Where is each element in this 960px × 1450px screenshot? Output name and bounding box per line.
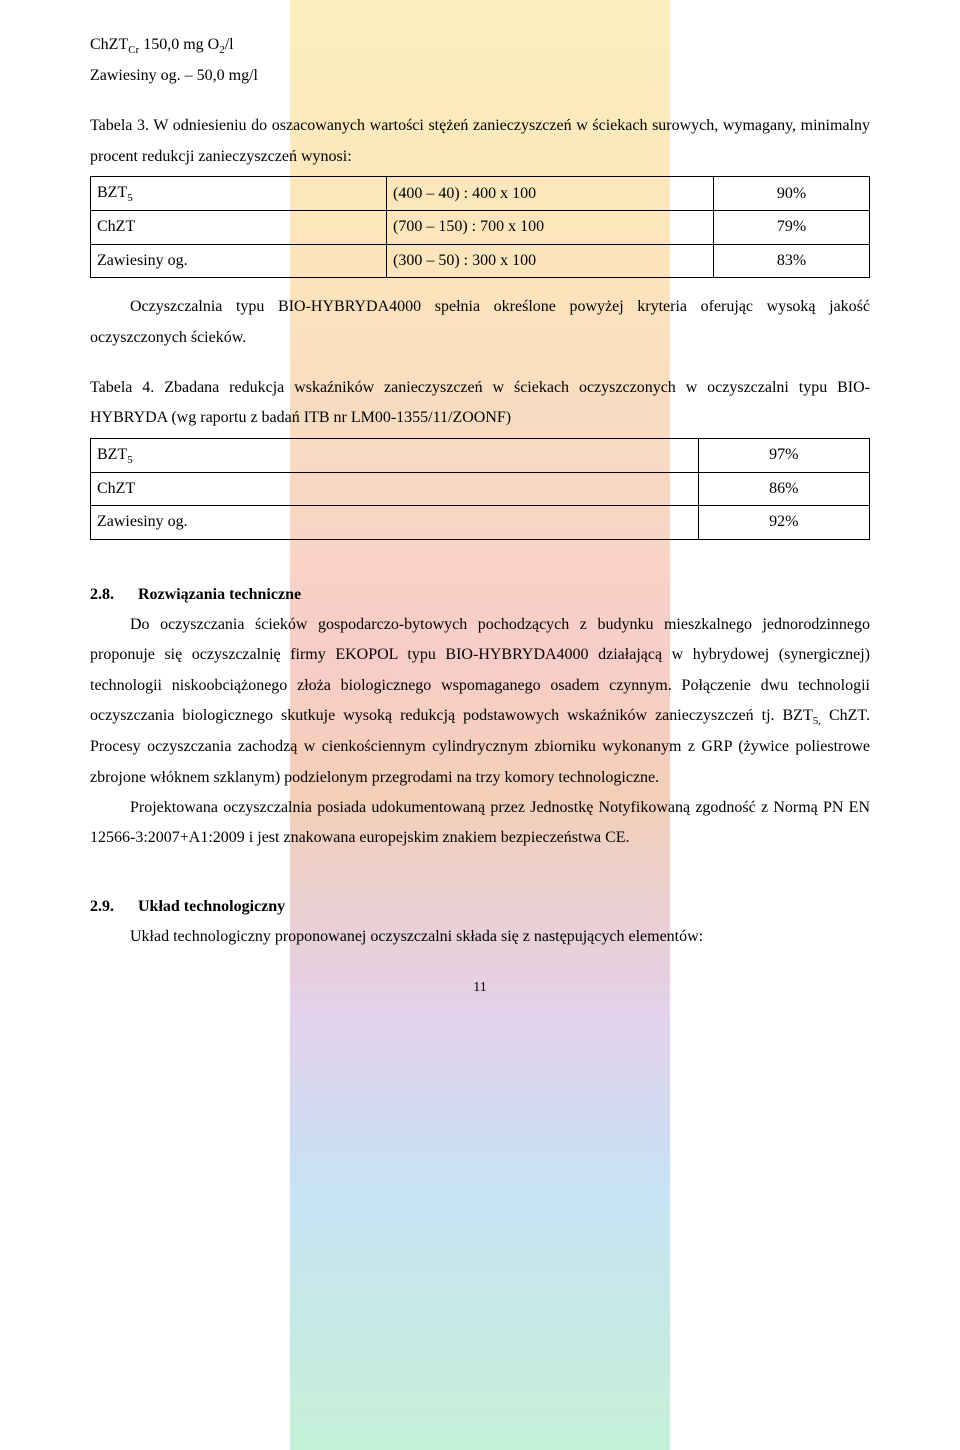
cell-pct: 79%	[714, 211, 870, 244]
table-row: Zawiesiny og. 92%	[91, 506, 870, 539]
top-line-chzt: ChZTCr 150,0 mg O2/l	[90, 30, 870, 61]
cell-label: Zawiesiny og.	[91, 506, 699, 539]
section-2-8-para-1: Do oczyszczania ścieków gospodarczo-byto…	[90, 610, 870, 793]
section-number: 2.8.	[90, 580, 138, 610]
table-row: BZT5 (400 – 40) : 400 x 100 90%	[91, 177, 870, 211]
section-2-8-heading: 2.8.Rozwiązania techniczne	[90, 580, 870, 610]
cell-calc: (400 – 40) : 400 x 100	[387, 177, 714, 211]
cell-calc: (700 – 150) : 700 x 100	[387, 211, 714, 244]
sub: 5,	[813, 715, 821, 727]
txt: BZT	[97, 184, 127, 201]
cell-label: ChZT	[91, 472, 699, 505]
cell-pct: 86%	[698, 472, 869, 505]
rest: 150,0 mg O	[139, 36, 219, 53]
section-number: 2.9.	[90, 892, 138, 922]
cell-pct: 97%	[698, 438, 869, 472]
section-2-8-para-2: Projektowana oczyszczalnia posiada udoku…	[90, 793, 870, 854]
sub: 5	[127, 454, 133, 466]
section-title: Rozwiązania techniczne	[138, 586, 301, 603]
label: ChZT	[90, 36, 128, 53]
cell-label: ChZT	[91, 211, 387, 244]
mid-paragraph: Oczyszczalnia typu BIO-HYBRYDA4000 spełn…	[90, 292, 870, 353]
subscript: Cr	[128, 44, 139, 56]
table-row: Zawiesiny og. (300 – 50) : 300 x 100 83%	[91, 244, 870, 277]
table3-caption: Tabela 3. W odniesieniu do oszacowanych …	[90, 111, 870, 172]
section-2-9-para-1: Układ technologiczny proponowanej oczysz…	[90, 922, 870, 952]
cell-calc: (300 – 50) : 300 x 100	[387, 244, 714, 277]
top-line-zawiesiny: Zawiesiny og. – 50,0 mg/l	[90, 61, 870, 91]
table-row: BZT5 97%	[91, 438, 870, 472]
cell-pct: 90%	[714, 177, 870, 211]
tail: /l	[225, 36, 234, 53]
table-3: BZT5 (400 – 40) : 400 x 100 90% ChZT (70…	[90, 176, 870, 278]
txt: Do oczyszczania ścieków gospodarczo-byto…	[90, 616, 870, 724]
page-number: 11	[90, 975, 870, 1002]
cell-pct: 92%	[698, 506, 869, 539]
table4-caption: Tabela 4. Zbadana redukcja wskaźników za…	[90, 373, 870, 434]
table-4: BZT5 97% ChZT 86% Zawiesiny og. 92%	[90, 438, 870, 540]
cell-pct: 83%	[714, 244, 870, 277]
section-title: Układ technologiczny	[138, 898, 285, 915]
section-2-9-heading: 2.9.Układ technologiczny	[90, 892, 870, 922]
cell-label: BZT5	[91, 438, 699, 472]
txt: BZT	[97, 446, 127, 463]
cell-label: Zawiesiny og.	[91, 244, 387, 277]
sub: 5	[127, 192, 133, 204]
table-row: ChZT 86%	[91, 472, 870, 505]
cell-label: BZT5	[91, 177, 387, 211]
table-row: ChZT (700 – 150) : 700 x 100 79%	[91, 211, 870, 244]
document-page: ChZTCr 150,0 mg O2/l Zawiesiny og. – 50,…	[0, 0, 960, 1031]
